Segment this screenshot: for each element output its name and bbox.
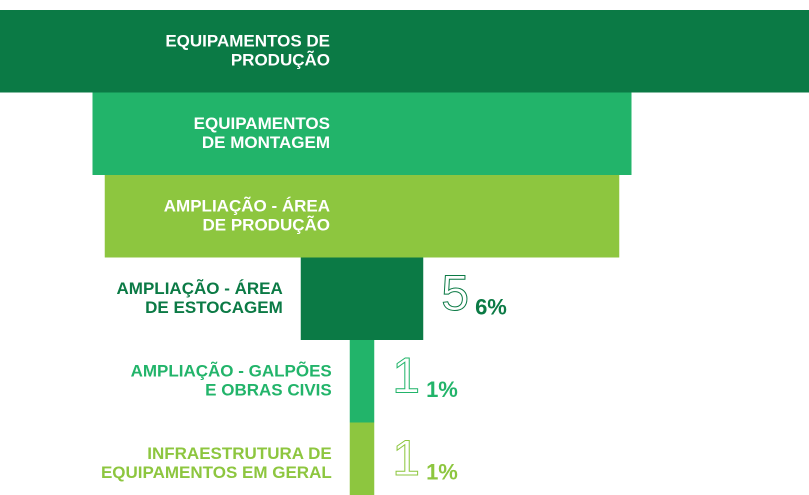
category-label: DE MONTAGEM: [202, 133, 330, 152]
bar: [349, 422, 375, 495]
percent-label: 1%: [426, 377, 458, 402]
value-label: 1: [392, 347, 420, 403]
bar: [349, 340, 375, 423]
percent-label: 23%: [699, 212, 743, 237]
category-label: DE ESTOCAGEM: [145, 298, 283, 317]
bar: [300, 257, 424, 340]
bar: [104, 175, 620, 258]
value-label: 1: [392, 430, 420, 486]
bar: [92, 92, 632, 175]
value-label: 21: [637, 182, 693, 238]
category-label: EQUIPAMENTOS: [194, 114, 330, 133]
category-label: PRODUÇÃO: [231, 50, 330, 70]
category-label: DE PRODUÇÃO: [202, 215, 330, 235]
value-label: 22: [650, 100, 706, 156]
percent-label: 24%: [711, 130, 755, 155]
category-label: AMPLIAÇÃO - GALPÕES: [131, 361, 332, 381]
category-label: AMPLIAÇÃO - ÁREA: [164, 196, 330, 216]
category-label: E OBRAS CIVIS: [205, 381, 332, 400]
percent-label: 6%: [475, 295, 507, 320]
category-label: EQUIPAMENTOS DE: [165, 32, 330, 51]
percent-label: 1%: [426, 460, 458, 485]
bar: [0, 10, 809, 93]
category-label: AMPLIAÇÃO - ÁREA: [117, 278, 283, 298]
value-label: 5: [441, 265, 469, 321]
category-label: EQUIPAMENTOS EM GERAL: [101, 463, 332, 482]
category-label: INFRAESTRUTURA DE: [147, 444, 331, 463]
